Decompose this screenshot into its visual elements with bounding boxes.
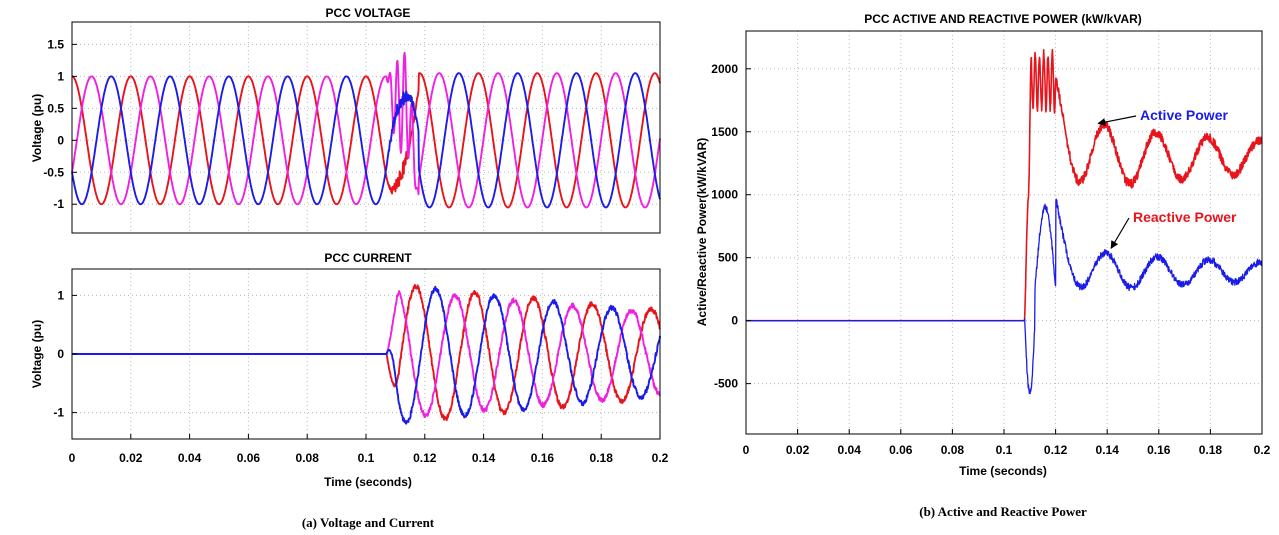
x-tick-label: 0.08 [941,443,965,457]
x-tick-label: 0.06 [889,443,913,457]
y-tick-label: -500 [714,377,738,391]
x-tick-label: 0.1 [358,451,375,465]
power-chart-title: PCC ACTIVE AND REACTIVE POWER (kW/kVAR) [864,12,1142,26]
x-tick-label: 0.16 [531,451,555,465]
x-tick-label: 0.02 [119,451,143,465]
y-tick-label: -0.5 [43,165,64,179]
power-chart-series [745,48,1263,395]
annotation-arrow [1110,217,1130,249]
power-chart-annotations: Active Power Reactive Power [1097,107,1237,249]
y-tick-label: 2000 [711,62,738,76]
annotation-arrow [1097,115,1137,127]
reactive-power-series [745,198,1263,395]
x-tick-label: 0.2 [1254,443,1271,457]
y-tick-label: 1.5 [47,37,64,51]
y-tick-label: 0.5 [47,101,64,115]
caption-voltage-current: (a) Voltage and Current [302,515,435,530]
x-tick-label: 0.12 [1044,443,1068,457]
x-tick-label: 0.14 [472,451,496,465]
annotation-label: Active Power [1140,107,1228,123]
power-chart: PCC ACTIVE AND REACTIVE POWER (kW/kVAR) … [695,12,1271,478]
y-tick-label: -1 [53,197,64,211]
current-chart-ylabel: Voltage (pu) [30,320,44,388]
x-tick-label: 0.16 [1147,443,1171,457]
x-tick-label: 0.1 [996,443,1013,457]
power-chart-xlabel: Time (seconds) [959,464,1047,478]
voltage-chart-frame [71,21,661,234]
voltage-chart-series [71,51,661,209]
y-tick-label: 1000 [711,188,738,202]
voltage-chart-title: PCC VOLTAGE [326,6,411,20]
y-tick-label: 1500 [711,125,738,139]
current-chart: PCC CURRENT -1 0 1 0 0.02 0.04 0.06 0.08 0.1 0.1… [30,251,669,489]
caption-active-reactive-power: (b) Active and Reactive Power [919,504,1087,519]
y-tick-label: 1 [57,69,64,83]
y-tick-label: 0 [57,347,64,361]
x-tick-label: 0.04 [178,451,202,465]
voltage-chart-ylabel: Voltage (pu) [30,94,44,162]
y-tick-label: 0 [57,133,64,147]
x-tick-label: 0.06 [237,451,261,465]
y-tick-label: 0 [731,314,738,328]
x-tick-label: 0.12 [413,451,437,465]
x-tick-label: 0 [69,451,76,465]
current-chart-title: PCC CURRENT [324,251,412,265]
current-chart-yticks: -1 0 1 [53,288,77,420]
power-chart-ylabel: Active/Reactive Power(kW/kVAR) [695,138,709,327]
current-series-3 [71,285,661,425]
voltage-chart-yticks: -1 -0.5 0 0.5 1 1.5 [43,37,77,211]
current-chart-xticks: 0 0.02 0.04 0.06 0.08 0.1 0.12 0.14 0.16 0.18 0.2 [69,434,669,465]
current-chart-series [71,284,661,425]
x-tick-label: 0.02 [786,443,810,457]
x-tick-label: 0.14 [1096,443,1120,457]
y-tick-label: 500 [718,251,738,265]
active-power-series [745,48,1263,322]
power-chart-grid [745,31,1263,434]
x-tick-label: 0.2 [652,451,669,465]
voltage-chart: PCC VOLTAGE -1 -0.5 0 0.5 1 1.5 Voltage (pu) [30,6,661,234]
y-tick-label: -1 [53,406,64,420]
x-tick-label: 0 [743,443,750,457]
x-tick-label: 0.04 [838,443,862,457]
x-tick-label: 0.18 [1199,443,1223,457]
y-tick-label: 1 [57,288,64,302]
x-tick-label: 0.08 [296,451,320,465]
current-chart-xlabel: Time (seconds) [324,475,412,489]
x-tick-label: 0.18 [590,451,614,465]
voltage-series-3 [71,72,661,209]
power-chart-yticks: -500 0 500 1000 1500 2000 [711,62,751,391]
voltage-chart-grid [71,22,661,233]
power-chart-xticks: 0 0.02 0.04 0.06 0.08 0.1 0.12 0.14 0.16 0.18 0.2 [743,429,1271,457]
annotation-label: Reactive Power [1133,209,1237,225]
